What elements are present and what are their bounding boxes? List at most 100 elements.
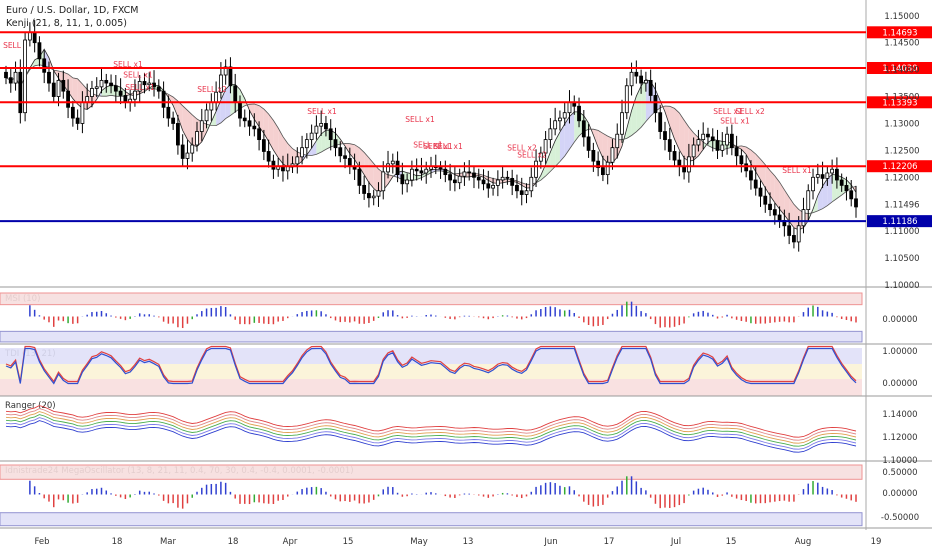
candle-body[interactable] (658, 112, 663, 132)
candle-body[interactable] (37, 42, 42, 60)
candle-body[interactable] (462, 171, 467, 177)
candle-body[interactable] (23, 39, 28, 114)
candle-body[interactable] (395, 160, 400, 176)
candle-body[interactable] (729, 133, 734, 149)
candle-body[interactable] (390, 160, 395, 165)
candle-body[interactable] (562, 112, 567, 119)
candle-body[interactable] (610, 147, 615, 163)
candle-body[interactable] (176, 123, 180, 146)
candle-body[interactable] (199, 120, 204, 132)
candle-body[interactable] (133, 90, 137, 100)
candle-body[interactable] (534, 160, 538, 178)
candle-body[interactable] (18, 71, 23, 114)
candle-body[interactable] (596, 160, 601, 169)
candle-body[interactable] (400, 174, 405, 185)
candle-body[interactable] (591, 149, 596, 162)
candles[interactable] (4, 20, 858, 252)
candle-body[interactable] (4, 71, 8, 79)
candle-body[interactable] (639, 75, 644, 84)
candle-body[interactable] (161, 90, 166, 108)
candle-body[interactable] (166, 106, 171, 119)
candle-body[interactable] (744, 163, 749, 172)
candle-body[interactable] (419, 170, 424, 174)
candle-body[interactable] (801, 209, 806, 227)
candle-body[interactable] (328, 128, 333, 141)
candle-body[interactable] (70, 106, 75, 119)
candle-body[interactable] (266, 151, 271, 162)
candle-body[interactable] (94, 86, 99, 89)
candle-body[interactable] (137, 81, 142, 92)
candle-body[interactable] (624, 85, 629, 114)
candle-body[interactable] (706, 133, 710, 138)
candle-body[interactable] (118, 90, 123, 96)
candle-body[interactable] (558, 117, 562, 122)
candle-body[interactable] (324, 123, 328, 130)
candle-body[interactable] (247, 120, 252, 127)
candle-body[interactable] (47, 71, 51, 84)
candle-body[interactable] (261, 139, 266, 152)
candle-body[interactable] (367, 193, 371, 199)
candle-body[interactable] (577, 105, 581, 122)
candle-body[interactable] (443, 168, 448, 176)
candle-body[interactable] (304, 139, 309, 149)
candle-body[interactable] (90, 88, 94, 97)
candle-body[interactable] (113, 85, 118, 92)
candle-body[interactable] (510, 177, 515, 186)
candle-body[interactable] (505, 176, 510, 179)
candle-body[interactable] (300, 147, 304, 158)
candle-body[interactable] (238, 101, 242, 119)
candle-body[interactable] (524, 190, 529, 195)
candle-body[interactable] (457, 175, 462, 184)
candle-body[interactable] (185, 152, 190, 159)
candle-body[interactable] (849, 190, 854, 200)
candle-body[interactable] (815, 174, 820, 178)
candle-body[interactable] (371, 195, 376, 199)
candle-body[interactable] (691, 144, 696, 158)
candle-body[interactable] (295, 156, 300, 165)
candle-body[interactable] (104, 79, 109, 84)
candle-body[interactable] (190, 144, 195, 154)
candle-body[interactable] (725, 133, 729, 146)
candle-body[interactable] (720, 144, 725, 151)
candle-body[interactable] (42, 58, 47, 73)
candle-body[interactable] (758, 187, 763, 197)
candle-body[interactable] (581, 120, 586, 138)
candle-body[interactable] (701, 133, 706, 141)
candle-body[interactable] (257, 128, 261, 141)
candle-body[interactable] (830, 168, 835, 174)
candle-body[interactable] (548, 128, 553, 141)
candle-body[interactable] (753, 179, 758, 189)
candle-body[interactable] (543, 139, 548, 154)
candle-body[interactable] (844, 184, 849, 192)
candle-body[interactable] (156, 86, 161, 92)
candle-body[interactable] (123, 95, 128, 103)
candle-body[interactable] (772, 209, 777, 216)
candle-body[interactable] (99, 79, 104, 88)
candle-body[interactable] (710, 136, 715, 142)
candle-body[interactable] (629, 71, 634, 87)
candle-body[interactable] (180, 144, 185, 159)
candle-body[interactable] (376, 190, 381, 197)
candle-body[interactable] (195, 131, 199, 146)
candle-body[interactable] (467, 171, 472, 174)
candle-body[interactable] (333, 139, 338, 149)
candle-body[interactable] (223, 66, 228, 76)
candle-body[interactable] (409, 168, 414, 181)
candle-body[interactable] (553, 120, 558, 130)
candle-body[interactable] (519, 190, 524, 195)
candle-body[interactable] (414, 168, 419, 172)
candle-body[interactable] (682, 166, 686, 173)
candle-body[interactable] (825, 172, 830, 179)
candle-body[interactable] (85, 96, 90, 103)
candle-body[interactable] (13, 71, 18, 84)
candle-body[interactable] (338, 147, 343, 157)
candle-body[interactable] (343, 155, 347, 159)
candle-body[interactable] (80, 101, 85, 124)
candle-body[interactable] (672, 151, 677, 161)
candle-body[interactable] (739, 155, 744, 165)
candle-body[interactable] (601, 167, 605, 176)
candle-body[interactable] (834, 168, 839, 181)
candle-body[interactable] (605, 161, 610, 176)
candle-body[interactable] (854, 198, 858, 208)
candle-body[interactable] (233, 85, 238, 103)
